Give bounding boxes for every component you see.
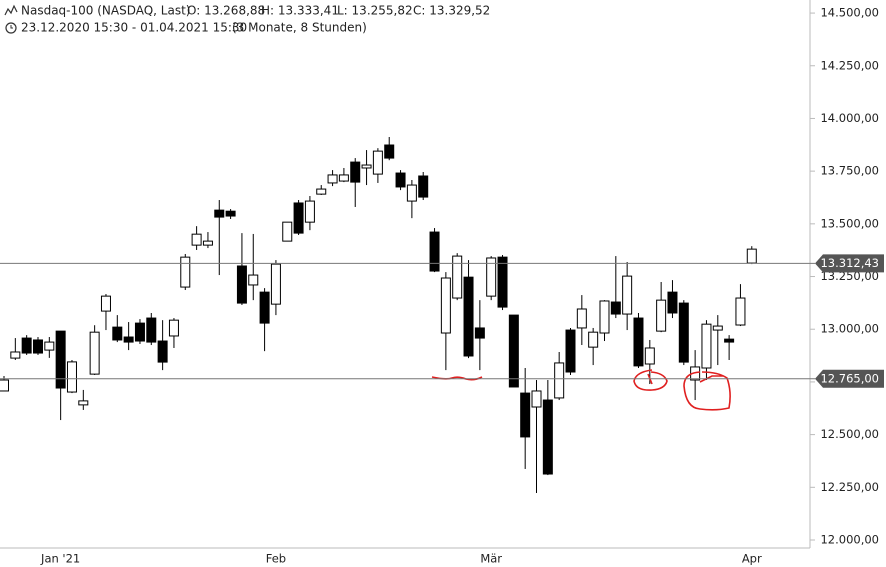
candle-body bbox=[293, 202, 304, 234]
candle-body bbox=[395, 172, 406, 188]
candle-body bbox=[32, 339, 43, 354]
candle-body bbox=[746, 248, 757, 264]
candle-body bbox=[225, 210, 236, 217]
y-tick-label: 13.750,00 bbox=[820, 164, 879, 178]
candle-body bbox=[123, 336, 134, 343]
candle-body bbox=[66, 361, 77, 393]
x-tick-label: Jan '21 bbox=[40, 552, 80, 566]
x-tick-label: Mär bbox=[480, 552, 502, 566]
candle-body bbox=[599, 300, 610, 334]
candle-body bbox=[168, 319, 179, 337]
y-tick-label: 14.500,00 bbox=[820, 6, 879, 20]
candle-body bbox=[21, 337, 32, 354]
y-tick-label: 13.500,00 bbox=[820, 216, 879, 230]
annotation-circle bbox=[683, 371, 731, 411]
chart-icon bbox=[4, 4, 18, 16]
clock-hand bbox=[10, 25, 13, 29]
candle-body bbox=[678, 302, 689, 363]
candle-body bbox=[202, 240, 213, 246]
ohlc-close: C: 13.329,52 bbox=[413, 4, 490, 18]
candle-body bbox=[712, 325, 723, 331]
candle-body bbox=[0, 379, 9, 392]
candle-body bbox=[565, 329, 576, 373]
period: 23.12.2020 15:30 - 01.04.2021 15:30 bbox=[21, 21, 247, 35]
candle-body bbox=[180, 256, 191, 288]
candle-body bbox=[350, 161, 361, 183]
ohlc-open: O: 13.268,88 bbox=[187, 4, 265, 18]
y-tick-label: 13.000,00 bbox=[820, 322, 879, 336]
candle-body bbox=[656, 299, 667, 332]
candle-body bbox=[440, 277, 451, 334]
candle-body bbox=[89, 331, 100, 375]
price-tag-label: 12.765,00 bbox=[820, 371, 879, 385]
candle-body bbox=[633, 317, 644, 367]
candle-body bbox=[508, 314, 519, 388]
candle-body bbox=[406, 184, 417, 202]
ohlc-high: H: 13.333,41 bbox=[261, 4, 339, 18]
candle-body bbox=[100, 295, 111, 312]
candle-body bbox=[644, 347, 655, 365]
plot bbox=[0, 137, 757, 493]
candle-body bbox=[667, 291, 678, 314]
header: Nasdaq-100 (NASDAQ, Last) O: 13.268,88 H… bbox=[4, 4, 490, 35]
candle-body bbox=[486, 257, 497, 297]
candle-body bbox=[146, 317, 157, 343]
clock-icon bbox=[5, 22, 17, 34]
candle-body bbox=[735, 297, 746, 326]
y-tick-label: 14.000,00 bbox=[820, 111, 879, 125]
candle-body bbox=[78, 400, 89, 406]
candle-body bbox=[236, 265, 247, 304]
candle-body bbox=[418, 175, 429, 198]
candle-body bbox=[327, 174, 338, 184]
price-tag bbox=[815, 369, 884, 388]
title: Nasdaq-100 (NASDAQ, Last) bbox=[21, 4, 190, 18]
candle-body bbox=[270, 263, 281, 305]
candle-body bbox=[259, 291, 270, 324]
candle-body bbox=[384, 144, 395, 159]
candle-body bbox=[474, 327, 485, 339]
y-tick-label: 12.500,00 bbox=[820, 427, 879, 441]
candle-body bbox=[542, 399, 553, 475]
candle-body bbox=[610, 301, 621, 315]
candle-body bbox=[316, 188, 327, 195]
x-tick-label: Apr bbox=[742, 552, 762, 566]
candle-body bbox=[724, 338, 735, 343]
candle-body bbox=[157, 340, 168, 363]
candle-body bbox=[304, 200, 315, 223]
y-tick-label: 14.250,00 bbox=[820, 58, 879, 72]
y-tick-label: 12.000,00 bbox=[820, 532, 879, 546]
candle-body bbox=[463, 276, 474, 357]
candle-body bbox=[191, 233, 202, 246]
candle-body bbox=[520, 392, 531, 438]
candle-body bbox=[112, 326, 123, 341]
candle-body bbox=[338, 174, 349, 182]
candle-body bbox=[452, 255, 463, 299]
candle-body bbox=[497, 256, 508, 308]
candle-body bbox=[429, 231, 440, 272]
candle-body bbox=[531, 390, 542, 408]
candle-body bbox=[372, 150, 383, 175]
candle-body bbox=[134, 322, 145, 342]
y-tick-label: 13.250,00 bbox=[820, 269, 879, 283]
y-tick-label: 12.250,00 bbox=[820, 480, 879, 494]
candle-body bbox=[701, 323, 712, 369]
candle-body bbox=[554, 362, 565, 399]
candle-body bbox=[55, 330, 66, 389]
candle-body bbox=[44, 341, 55, 351]
ohlc-low: L: 13.255,82 bbox=[337, 4, 413, 18]
candle-body bbox=[588, 331, 599, 348]
candle-body bbox=[10, 351, 21, 359]
candle-body bbox=[361, 164, 372, 169]
candle-body bbox=[214, 209, 225, 218]
price-tag-label: 13.312,43 bbox=[820, 256, 879, 270]
candle-body bbox=[622, 275, 633, 315]
price-tag bbox=[815, 254, 884, 273]
x-tick-label: Feb bbox=[266, 552, 286, 566]
candle-body bbox=[248, 274, 259, 286]
candle-body bbox=[576, 308, 587, 329]
interval: (3 Monate, 8 Stunden) bbox=[232, 21, 367, 35]
candle-body bbox=[282, 221, 293, 242]
